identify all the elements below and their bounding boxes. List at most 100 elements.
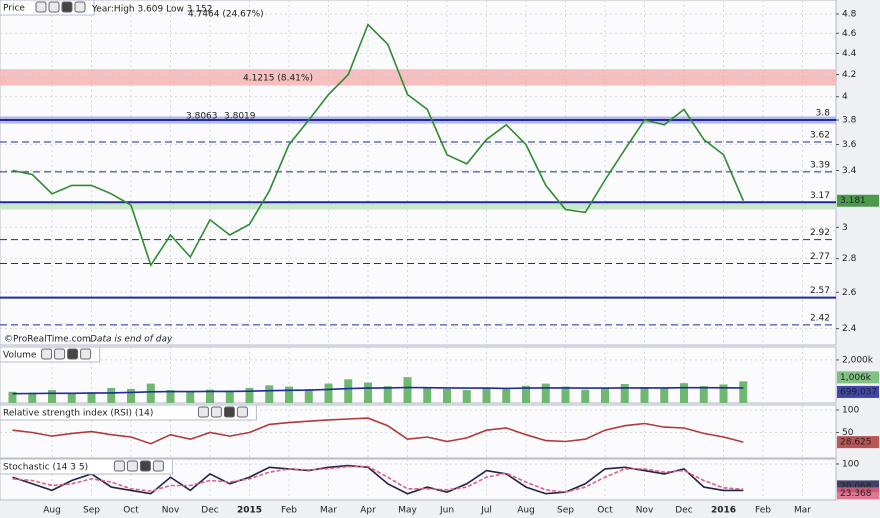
level-label: 2.57 bbox=[810, 286, 830, 296]
panel-icon[interactable] bbox=[74, 1, 86, 13]
x-tick-label: Sep bbox=[557, 506, 574, 516]
panel-icon[interactable] bbox=[223, 406, 235, 418]
y-tick-label: 2,000k bbox=[842, 355, 874, 365]
x-tick-label: Apr bbox=[360, 506, 376, 516]
x-tick-label: May bbox=[398, 506, 417, 516]
level-label: 3.62 bbox=[810, 131, 830, 141]
panel-icon[interactable] bbox=[113, 460, 125, 472]
level-label: 3.39 bbox=[810, 160, 830, 170]
x-tick-label: Dec bbox=[675, 506, 692, 516]
y-tick-label: 3.8 bbox=[842, 116, 857, 126]
volume-bar bbox=[719, 384, 728, 403]
x-tick-label: Mar bbox=[794, 506, 811, 516]
panel-icon[interactable] bbox=[139, 460, 151, 472]
panel-icon[interactable] bbox=[41, 348, 53, 360]
y-tick-label: 3.6 bbox=[842, 140, 857, 150]
volume-bar bbox=[660, 388, 669, 403]
y-tick-label: 3.4 bbox=[842, 166, 857, 176]
last-value-box bbox=[837, 487, 879, 500]
x-tick-label: Oct bbox=[123, 506, 139, 516]
panel-icon[interactable] bbox=[126, 460, 138, 472]
y-tick-label: 2.8 bbox=[842, 254, 857, 264]
volume-bar bbox=[265, 385, 274, 403]
last-value-label: 699,037 bbox=[840, 387, 877, 397]
annotation: 4.7464 (24.67%) bbox=[188, 10, 264, 20]
volume-bar bbox=[541, 383, 550, 403]
level-label: 2.77 bbox=[810, 252, 830, 262]
panel-icon[interactable] bbox=[35, 1, 47, 13]
volume-bar bbox=[423, 387, 432, 403]
level-label: 2.92 bbox=[810, 228, 830, 238]
x-tick-label: 2016 bbox=[711, 506, 736, 516]
volume-bar bbox=[443, 389, 451, 403]
y-tick-label: 2.6 bbox=[842, 288, 857, 298]
panel-background bbox=[0, 0, 837, 346]
volume-bar bbox=[344, 379, 353, 403]
x-tick-label: 2015 bbox=[237, 506, 262, 516]
panel-title: Price bbox=[3, 4, 25, 14]
level-label: 3.17 bbox=[810, 191, 830, 201]
panel-icon[interactable] bbox=[54, 348, 66, 360]
volume-bar bbox=[8, 391, 17, 403]
panel-icon[interactable] bbox=[61, 1, 73, 13]
series-line bbox=[12, 23, 745, 268]
x-tick-label: Mar bbox=[320, 506, 337, 516]
volume-bar bbox=[364, 382, 372, 403]
y-tick-label: 4.4 bbox=[842, 49, 857, 59]
volume-bar bbox=[324, 383, 333, 403]
x-tick-label: Nov bbox=[636, 506, 654, 516]
panel-icon[interactable] bbox=[67, 348, 79, 360]
x-tick-label: Sep bbox=[83, 506, 100, 516]
panel-icon[interactable] bbox=[48, 1, 60, 13]
panel-icon[interactable] bbox=[80, 348, 92, 360]
annotation: 3.8063 bbox=[186, 112, 218, 122]
x-tick-label: Jun bbox=[439, 506, 454, 516]
volume-bar bbox=[166, 390, 175, 403]
x-tick-label: Nov bbox=[162, 506, 180, 516]
panel-background bbox=[0, 346, 837, 404]
volume-bar bbox=[206, 389, 214, 403]
volume-bar bbox=[581, 389, 590, 403]
panel-icon[interactable] bbox=[197, 406, 209, 418]
series-line bbox=[12, 465, 744, 493]
volume-bar bbox=[245, 387, 254, 403]
last-value-label: 20.068 bbox=[840, 482, 872, 492]
y-tick-label: 4.6 bbox=[842, 29, 857, 39]
y-tick-label: 2.4 bbox=[842, 324, 857, 334]
last-value-label: 23.368 bbox=[840, 489, 872, 499]
volume-bar bbox=[482, 387, 491, 403]
volume-bar bbox=[403, 377, 412, 403]
panel-icon[interactable] bbox=[210, 406, 222, 418]
y-tick-label: 4.8 bbox=[842, 9, 857, 19]
level-label: 2.42 bbox=[810, 313, 830, 323]
series-line bbox=[12, 417, 744, 445]
last-value-box bbox=[837, 371, 879, 384]
volume-bar bbox=[285, 386, 293, 403]
volume-bar bbox=[561, 386, 570, 403]
annotation: ©ProRealTime.com bbox=[4, 335, 91, 345]
y-tick-label: 4.2 bbox=[842, 70, 856, 80]
panel-header bbox=[0, 404, 257, 421]
volume-bar bbox=[502, 389, 511, 403]
annotation: 3.8019 bbox=[224, 112, 256, 122]
panel-title: Stochastic (14 3 5) bbox=[3, 463, 88, 473]
x-tick-label: Feb bbox=[755, 506, 771, 516]
volume-bar bbox=[462, 390, 471, 403]
volume-bar bbox=[522, 385, 530, 403]
panel-icon[interactable] bbox=[152, 460, 164, 472]
volume-bar bbox=[739, 381, 748, 403]
y-tick-label: 4 bbox=[842, 92, 848, 102]
last-value-box bbox=[837, 385, 879, 398]
volume-bar bbox=[107, 387, 116, 403]
volume-bar bbox=[146, 383, 155, 403]
panel-icon[interactable] bbox=[236, 406, 248, 418]
volume-bar bbox=[225, 390, 234, 403]
price-zone bbox=[0, 69, 836, 86]
x-tick-label: Aug bbox=[43, 506, 61, 516]
last-value-box bbox=[837, 436, 879, 449]
x-tick-label: Aug bbox=[517, 506, 535, 516]
volume-bar bbox=[601, 387, 609, 403]
x-tick-label: Jul bbox=[480, 506, 492, 516]
series-line bbox=[12, 386, 744, 395]
